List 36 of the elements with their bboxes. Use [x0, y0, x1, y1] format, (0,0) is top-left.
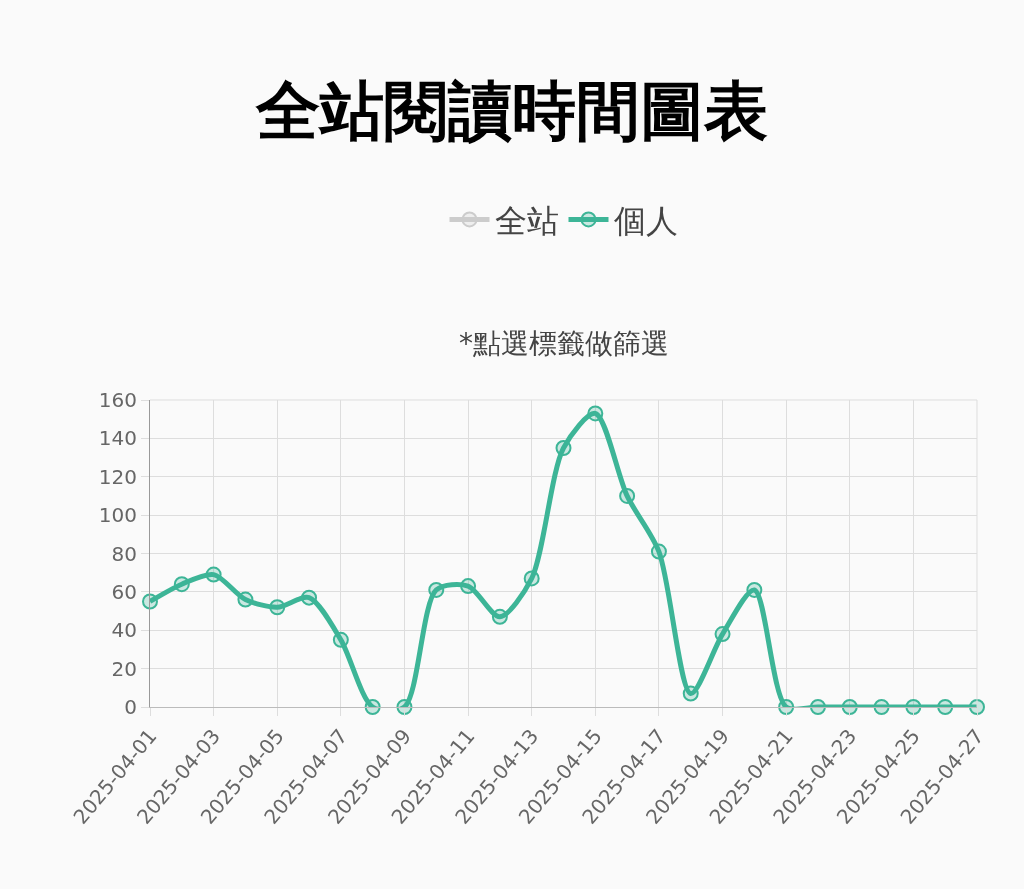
point: [460, 578, 477, 595]
point: [428, 581, 445, 598]
y-tick-label: 120: [98, 464, 137, 489]
point: [142, 593, 158, 610]
point: [873, 699, 890, 715]
y-tick-label: 0: [124, 695, 137, 719]
point: [364, 699, 381, 715]
point: [237, 591, 254, 608]
y-tick-label: 20: [111, 656, 137, 681]
point: [523, 570, 540, 587]
y-tick-label: 100: [98, 503, 137, 528]
point: [301, 589, 318, 606]
legend-label: 個人: [613, 201, 678, 240]
point: [332, 631, 349, 648]
point: [650, 543, 667, 560]
point: [587, 405, 604, 422]
y-tick-label: 160: [98, 388, 137, 412]
point: [619, 487, 636, 504]
point: [778, 699, 795, 715]
point: [269, 599, 286, 616]
point: [682, 685, 699, 702]
chart-title: 全站閱讀時間圖表: [255, 74, 768, 149]
point: [173, 576, 190, 593]
point: [205, 566, 222, 583]
legend-label: 全站: [494, 201, 559, 240]
point: [555, 439, 572, 456]
point: [809, 699, 826, 715]
point: [937, 699, 954, 715]
point: [714, 626, 731, 643]
y-tick-label: 60: [111, 579, 137, 604]
y-tick-label: 80: [111, 541, 137, 566]
y-tick-label: 140: [98, 426, 137, 451]
point: [746, 581, 763, 598]
chart-subtitle: *點選標籤做篩選: [459, 327, 669, 360]
y-tick-label: 40: [111, 618, 137, 643]
point: [491, 608, 508, 625]
